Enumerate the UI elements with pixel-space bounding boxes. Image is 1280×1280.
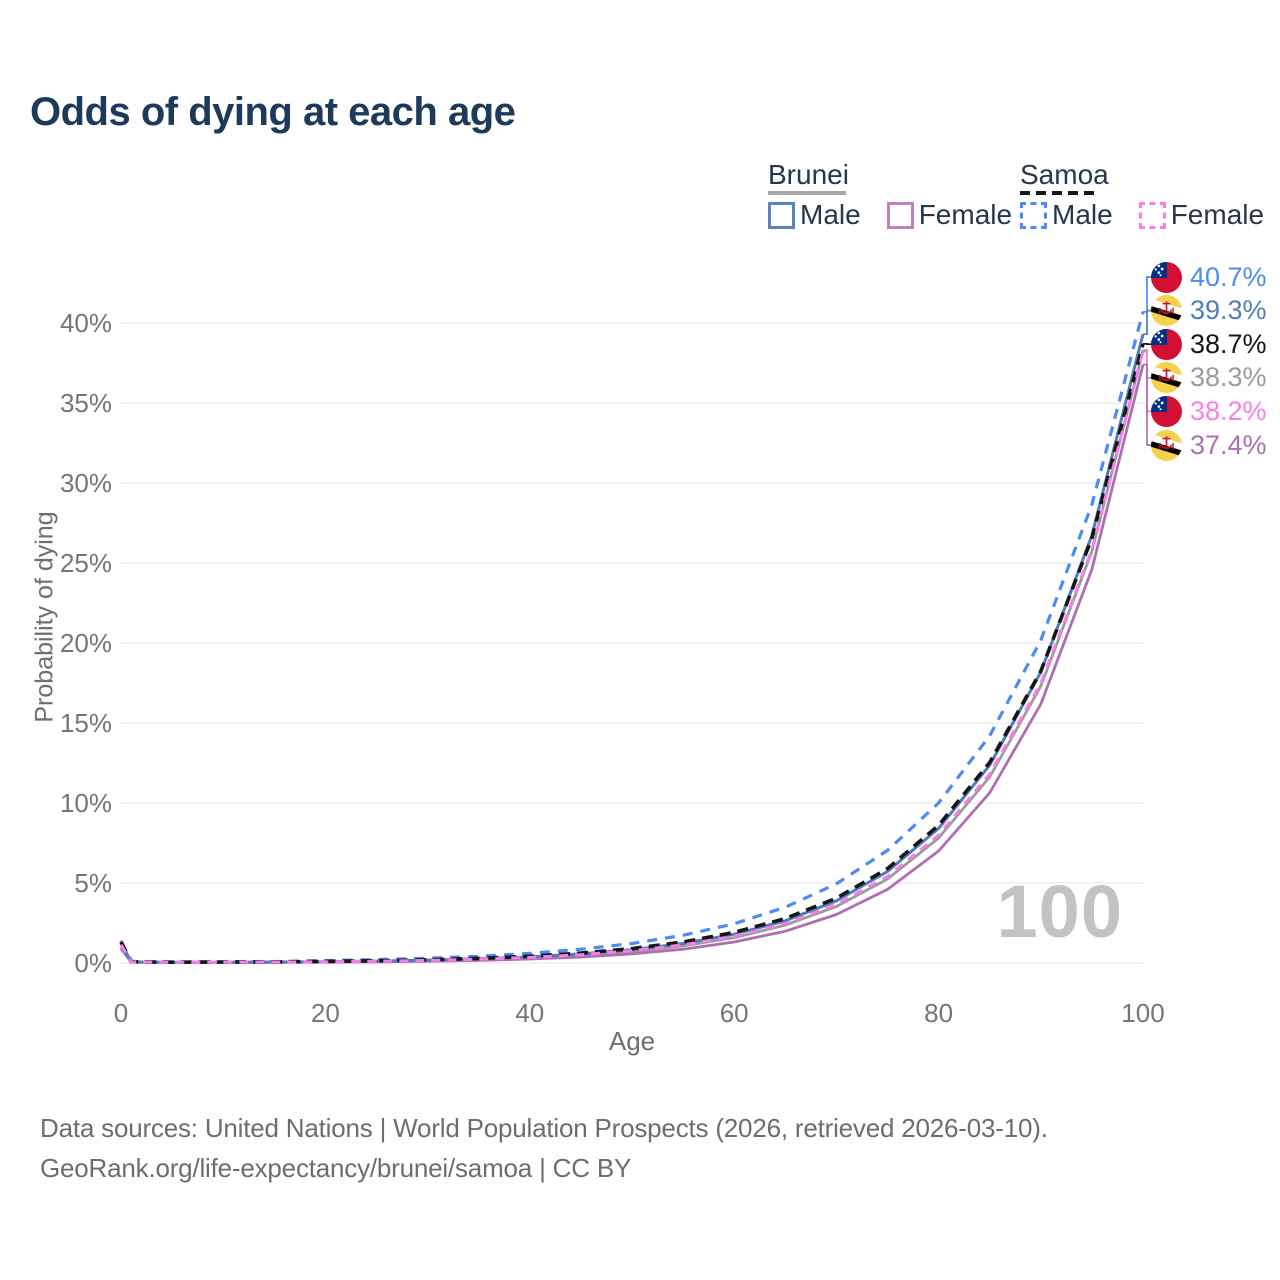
brunei-flag-icon bbox=[1151, 362, 1182, 394]
y-tick-20: 20% bbox=[59, 628, 112, 658]
x-tick-40: 40 bbox=[515, 998, 545, 1028]
line-samoa-total[interactable] bbox=[119, 343, 1145, 965]
x-axis-title: Age bbox=[608, 1026, 656, 1056]
end-label-value-samoa-female: 38.2% bbox=[1190, 395, 1267, 426]
footer-attribution: GeoRank.org/life-expectancy/brunei/samoa… bbox=[40, 1153, 632, 1183]
connector-samoa-male bbox=[1143, 276, 1151, 313]
legend-country-brunei-label: Brunei bbox=[768, 159, 849, 190]
y-tick-10: 10% bbox=[59, 788, 112, 818]
footer-data-sources: Data sources: United Nations | World Pop… bbox=[40, 1113, 1048, 1143]
end-label-value-samoa-total: 38.7% bbox=[1190, 328, 1267, 359]
x-tick-100: 100 bbox=[1121, 998, 1165, 1028]
line-samoa-female[interactable] bbox=[119, 351, 1145, 964]
end-label-value-brunei-female: 37.4% bbox=[1190, 429, 1267, 460]
line-brunei-total[interactable] bbox=[119, 349, 1145, 964]
x-tick-0: 0 bbox=[113, 998, 129, 1028]
line-brunei-female[interactable] bbox=[119, 364, 1145, 964]
line-samoa-male[interactable] bbox=[119, 311, 1145, 964]
legend-item-brunei-male-label: Male bbox=[800, 199, 861, 230]
legend-item-brunei-female-label: Female bbox=[918, 199, 1013, 230]
connector-brunei-male bbox=[1143, 309, 1151, 336]
end-label-value-samoa-male: 40.7% bbox=[1190, 261, 1267, 292]
hover-age-watermark: 100 bbox=[996, 870, 1123, 953]
end-label-brunei-male: 39.3% bbox=[1151, 295, 1267, 327]
y-axis-title: Probability of dying bbox=[30, 511, 59, 723]
legend-group-brunei: Brunei Male Female bbox=[768, 160, 1012, 229]
y-tick-15: 15% bbox=[59, 708, 112, 738]
samoa-male-swatch-icon bbox=[1020, 201, 1047, 229]
end-label-samoa-male: 40.7% bbox=[1151, 261, 1267, 293]
samoa-female-swatch-icon bbox=[1138, 201, 1166, 229]
legend-country-samoa[interactable]: Samoa bbox=[1020, 160, 1109, 195]
samoa-flag-icon bbox=[1151, 395, 1182, 427]
brunei-male-swatch-icon bbox=[768, 201, 795, 229]
y-tick-40: 40% bbox=[59, 308, 112, 338]
legend-item-samoa-female-label: Female bbox=[1170, 199, 1265, 230]
samoa-flag-icon bbox=[1151, 328, 1182, 360]
x-tick-20: 20 bbox=[310, 998, 340, 1028]
legend-country-brunei[interactable]: Brunei bbox=[768, 160, 849, 195]
y-tick-25: 25% bbox=[59, 548, 112, 578]
end-label-value-brunei-total: 38.3% bbox=[1190, 362, 1267, 393]
brunei-total-line-key bbox=[768, 191, 846, 195]
y-tick-35: 35% bbox=[59, 388, 112, 418]
footer: Data sources: United Nations | World Pop… bbox=[40, 1108, 1048, 1188]
page-title: Odds of dying at each age bbox=[30, 90, 516, 134]
legend-country-samoa-label: Samoa bbox=[1020, 159, 1109, 190]
brunei-female-swatch-icon bbox=[886, 201, 914, 229]
end-label-brunei-total: 38.3% bbox=[1151, 362, 1267, 394]
legend-group-samoa: Samoa Male Female bbox=[1020, 160, 1264, 229]
end-label-brunei-female: 37.4% bbox=[1151, 429, 1267, 461]
y-tick-5: 5% bbox=[74, 868, 112, 898]
y-tick-0: 0% bbox=[74, 948, 112, 978]
brunei-flag-icon bbox=[1151, 429, 1182, 461]
samoa-flag-icon bbox=[1151, 261, 1182, 293]
samoa-total-line-key bbox=[1020, 191, 1098, 195]
line-brunei-male[interactable] bbox=[119, 333, 1145, 964]
legend-item-brunei-male[interactable]: Male bbox=[768, 201, 861, 229]
x-tick-80: 80 bbox=[924, 998, 954, 1028]
y-tick-30: 30% bbox=[59, 468, 112, 498]
x-tick-60: 60 bbox=[719, 998, 749, 1028]
connector-brunei-female bbox=[1143, 363, 1151, 446]
legend-item-samoa-female[interactable]: Female bbox=[1138, 199, 1265, 230]
legend-item-brunei-female[interactable]: Female bbox=[886, 199, 1013, 230]
legend-items-brunei: Male Female bbox=[768, 201, 1012, 229]
brunei-flag-icon bbox=[1151, 295, 1182, 327]
end-label-samoa-total: 38.7% bbox=[1151, 328, 1267, 360]
legend-items-samoa: Male Female bbox=[1020, 201, 1264, 229]
legend-item-samoa-male-label: Male bbox=[1052, 199, 1113, 230]
end-label-value-brunei-male: 39.3% bbox=[1190, 295, 1267, 326]
end-label-samoa-female: 38.2% bbox=[1151, 395, 1267, 427]
legend-item-samoa-male[interactable]: Male bbox=[1020, 201, 1113, 229]
